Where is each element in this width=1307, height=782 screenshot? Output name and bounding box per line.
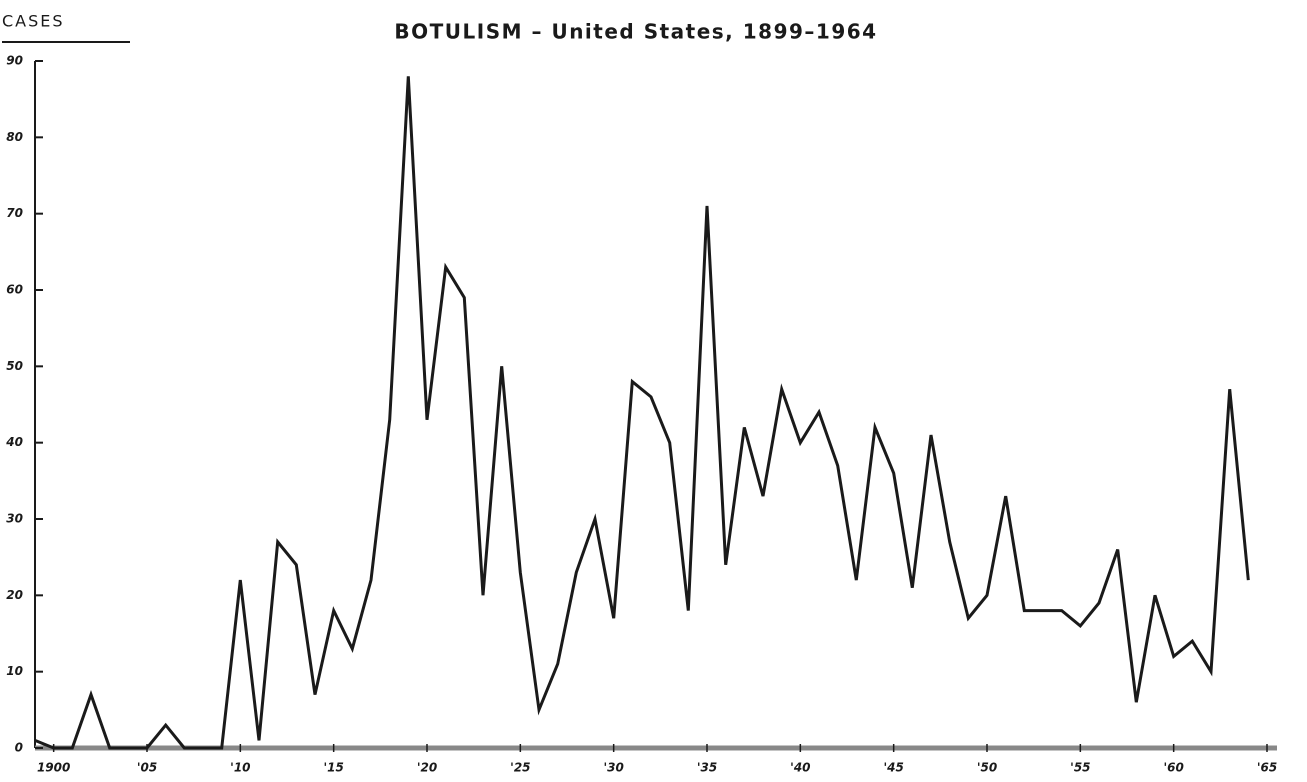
data-line	[34, 76, 1250, 750]
x-tick-label: '20	[417, 761, 437, 775]
chart-title: BOTULISM – United States, 1899–1964	[394, 20, 877, 44]
y-tick-label: 60	[6, 283, 23, 297]
x-tick-label: '15	[323, 761, 343, 775]
y-axis-label: CASES	[2, 12, 65, 31]
y-tick-label: 70	[6, 206, 23, 220]
y-tick-label: 50	[6, 359, 23, 373]
x-tick-label: '45	[883, 761, 903, 775]
x-tick-label: '10	[230, 761, 250, 775]
x-tick-label: '40	[790, 761, 810, 775]
y-tick-label: 80	[6, 130, 23, 144]
y-tick-label: 20	[6, 588, 23, 602]
x-tick-label: 1900	[37, 761, 70, 775]
x-tick-label: '35	[697, 761, 717, 775]
x-tick-label: '25	[510, 761, 530, 775]
x-tick-label: '60	[1163, 761, 1183, 775]
y-tick-label: 90	[6, 54, 23, 68]
y-tick-label: 10	[6, 664, 23, 678]
y-tick-label: 40	[5, 435, 23, 449]
x-tick-label: '30	[603, 761, 623, 775]
y-tick-label: 30	[6, 512, 23, 526]
x-tick-label: '65	[1257, 761, 1277, 775]
x-tick-label: '50	[977, 761, 997, 775]
y-tick-label: 0	[15, 741, 23, 755]
x-tick-label: '55	[1070, 761, 1090, 775]
x-tick-label: '05	[137, 761, 157, 775]
